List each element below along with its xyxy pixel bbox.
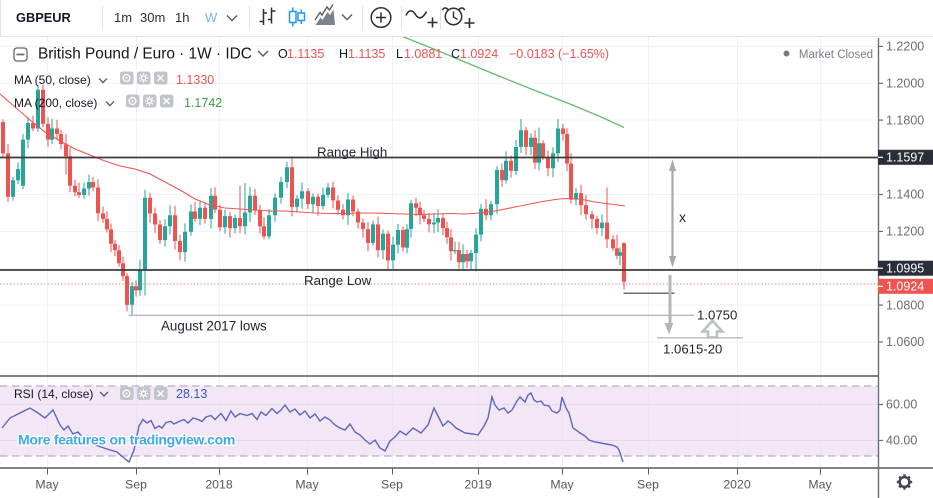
svg-text:Sep: Sep xyxy=(637,478,659,492)
svg-text:1.1200: 1.1200 xyxy=(886,225,924,239)
svg-text:1.1400: 1.1400 xyxy=(886,188,924,202)
svg-text:August 2017 lows: August 2017 lows xyxy=(161,319,267,334)
svg-text:60.00: 60.00 xyxy=(886,398,917,412)
svg-text:1.1135: 1.1135 xyxy=(287,47,324,61)
svg-text:1.2200: 1.2200 xyxy=(886,40,924,54)
svg-text:Sep: Sep xyxy=(125,478,147,492)
svg-text:1h: 1h xyxy=(175,10,189,25)
svg-text:1.0750: 1.0750 xyxy=(697,308,737,323)
svg-text:Market Closed: Market Closed xyxy=(799,49,873,61)
svg-text:Range High: Range High xyxy=(317,144,387,159)
svg-text:1.0615-20: 1.0615-20 xyxy=(663,342,722,357)
svg-text:W: W xyxy=(205,10,218,25)
svg-text:1.0995: 1.0995 xyxy=(886,262,924,276)
svg-text:1.1135: 1.1135 xyxy=(348,47,385,61)
svg-text:May: May xyxy=(35,478,59,492)
svg-text:More features on tradingview.c: More features on tradingview.com xyxy=(18,432,235,448)
svg-text:1.1330: 1.1330 xyxy=(176,73,214,87)
svg-text:1.1800: 1.1800 xyxy=(886,113,924,127)
svg-text:1.0600: 1.0600 xyxy=(886,335,924,349)
svg-text:GBPEUR: GBPEUR xyxy=(16,10,71,25)
svg-text:2019: 2019 xyxy=(464,478,492,492)
svg-text:May: May xyxy=(295,478,319,492)
svg-text:1.0924: 1.0924 xyxy=(886,280,924,294)
svg-text:1.0881: 1.0881 xyxy=(404,47,442,61)
svg-text:2018: 2018 xyxy=(205,478,233,492)
svg-text:MA (200, close): MA (200, close) xyxy=(14,96,97,110)
svg-text:RSI (14, close): RSI (14, close) xyxy=(14,387,93,401)
svg-text:30m: 30m xyxy=(140,10,165,25)
svg-text:x: x xyxy=(679,209,686,225)
svg-text:C: C xyxy=(451,47,460,61)
svg-text:H: H xyxy=(339,47,348,61)
svg-text:1.0924: 1.0924 xyxy=(460,47,498,61)
svg-text:1.2000: 1.2000 xyxy=(886,77,924,91)
svg-text:Range Low: Range Low xyxy=(304,273,372,288)
svg-text:28.13: 28.13 xyxy=(176,387,207,401)
svg-text:−0.0183 (−1.65%): −0.0183 (−1.65%) xyxy=(509,47,609,61)
svg-text:Sep: Sep xyxy=(381,478,403,492)
svg-text:1.1597: 1.1597 xyxy=(886,151,924,165)
svg-text:O: O xyxy=(278,47,288,61)
svg-text:May: May xyxy=(550,478,574,492)
svg-text:May: May xyxy=(808,478,832,492)
svg-text:40.00: 40.00 xyxy=(886,434,917,448)
svg-text:1m: 1m xyxy=(114,10,132,25)
svg-text:1.0800: 1.0800 xyxy=(886,298,924,312)
svg-text:L: L xyxy=(396,47,403,61)
svg-text:1.1742: 1.1742 xyxy=(184,96,222,110)
svg-text:2020: 2020 xyxy=(723,478,751,492)
svg-text:British Pound / Euro · 1W · ID: British Pound / Euro · 1W · IDC xyxy=(38,46,252,63)
svg-text:MA (50, close): MA (50, close) xyxy=(14,73,91,87)
